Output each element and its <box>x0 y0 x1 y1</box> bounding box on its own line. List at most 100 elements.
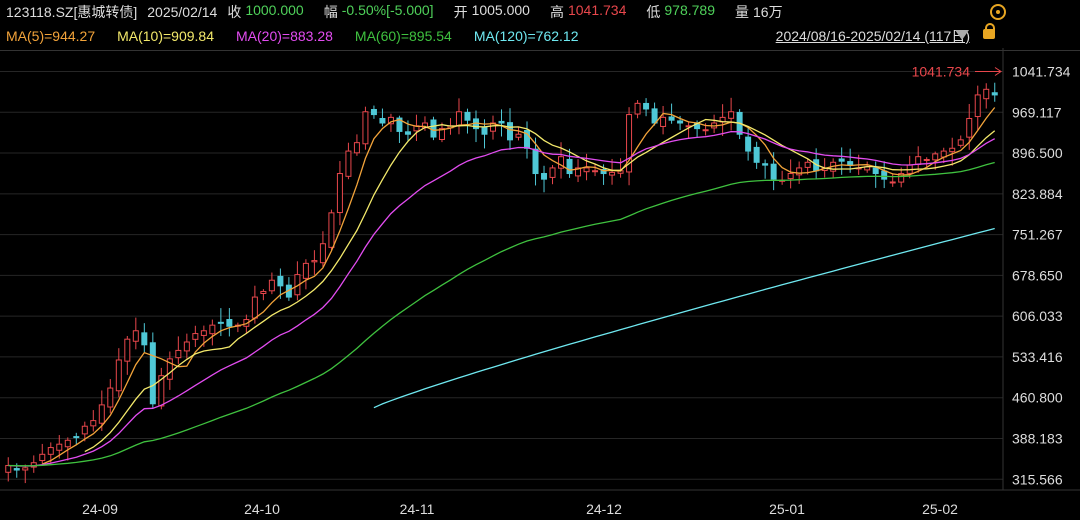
candle-body <box>302 262 309 279</box>
candle-body <box>583 167 590 173</box>
candle-body <box>787 173 794 180</box>
y-tick-label: 388.183 <box>1012 430 1063 446</box>
y-tick-label: 678.650 <box>1012 267 1063 283</box>
candle-body <box>558 156 565 169</box>
candle-body <box>438 128 445 141</box>
candle-body <box>983 88 990 100</box>
candle-body <box>39 453 46 462</box>
open-key: 开 <box>453 4 468 20</box>
candle-body <box>311 260 318 263</box>
candle-body <box>353 142 360 154</box>
candle-body <box>872 167 879 175</box>
candle-body <box>677 120 684 124</box>
candle-body <box>575 167 582 177</box>
candlestick-chart[interactable]: 1041.734 969.117 896.500 823.884 751.267 678.… <box>0 48 1080 520</box>
ma10-line <box>84 118 996 453</box>
candle-body <box>915 156 922 165</box>
ma120-line <box>373 227 995 409</box>
candle-body <box>107 387 114 408</box>
candle-body <box>923 159 930 161</box>
candle-body <box>626 114 633 173</box>
volume-key: 量 <box>735 4 749 20</box>
change-key: 幅 <box>323 4 338 20</box>
ma60-line <box>8 161 995 467</box>
lock-icon[interactable] <box>983 23 995 39</box>
candle-body <box>532 148 539 175</box>
ma60-label: MA(60)=895.54 <box>354 28 452 44</box>
y-tick-label: 896.500 <box>1012 145 1063 161</box>
candle-body <box>226 319 233 327</box>
candle-body <box>515 133 522 138</box>
candle-body <box>651 108 658 124</box>
ma120-label: MA(120)=762.12 <box>473 28 579 44</box>
candle-body <box>770 163 777 180</box>
candle-body <box>728 111 735 119</box>
high-key: 高 <box>549 4 564 20</box>
candle-body <box>498 120 505 124</box>
y-tick-label: 315.566 <box>1012 471 1063 487</box>
candle-body <box>847 161 854 166</box>
candle-body <box>370 108 377 116</box>
candle-body <box>115 359 122 392</box>
ma20-line <box>8 130 996 467</box>
candle-body <box>328 212 335 248</box>
candle-body <box>47 447 54 455</box>
header-divider <box>0 50 1080 51</box>
candle-body <box>379 118 386 124</box>
x-tick-label: 24-12 <box>586 501 622 517</box>
candle-body <box>268 279 275 292</box>
candle-body <box>98 404 105 424</box>
volume-value: 16万 <box>753 4 783 20</box>
low-value: 978.789 <box>664 2 715 18</box>
close-value: 1000.000 <box>245 2 304 18</box>
candle-body <box>404 131 411 135</box>
ma10-label: MA(10)=909.84 <box>117 28 215 44</box>
candle-body <box>634 102 641 115</box>
candle-body <box>966 118 973 138</box>
candle-body <box>566 158 573 175</box>
high-marker: 1041.734 <box>912 63 1002 79</box>
high-value: 1041.734 <box>567 2 627 18</box>
candle-body <box>932 153 939 161</box>
candle-body <box>362 111 369 145</box>
change-value: -0.50%[-5.000] <box>341 2 434 18</box>
candle-body <box>592 170 599 173</box>
y-tick-label: 460.800 <box>1012 390 1063 406</box>
candle-body <box>600 168 607 175</box>
ma-legend: MA(5)=944.27 MA(10)=909.84 MA(20)=883.28… <box>6 26 601 46</box>
candle-body <box>549 167 556 178</box>
candle-body <box>217 321 224 324</box>
candle-body <box>898 173 905 183</box>
candle-body <box>149 342 156 405</box>
y-tick-label: 969.117 <box>1012 104 1062 120</box>
symbol-label: 123118.SZ[惠城转债] <box>6 4 138 20</box>
candle-body <box>507 122 514 141</box>
candle-body <box>183 341 190 352</box>
gear-icon[interactable] <box>990 4 1006 20</box>
candle-body <box>345 150 352 177</box>
candle-body <box>957 139 964 146</box>
grid <box>0 48 1080 491</box>
candle-body <box>22 467 29 471</box>
candle-body <box>702 129 709 132</box>
candle-body <box>660 116 667 127</box>
candle-body <box>745 136 752 152</box>
candle-body <box>889 181 896 184</box>
ma5-label: MA(5)=944.27 <box>6 28 96 44</box>
x-tick-label: 24-09 <box>82 501 118 517</box>
moving-averages <box>8 107 996 467</box>
date-range-selector[interactable]: 2024/08/16-2025/02/14 (117日) <box>775 28 970 44</box>
ma20-label: MA(20)=883.28 <box>236 28 333 44</box>
x-tick-label: 24-11 <box>400 501 435 517</box>
candle-body <box>455 111 462 126</box>
triangle-down-icon[interactable] <box>955 30 969 40</box>
candle-body <box>881 170 888 180</box>
candle-body <box>141 332 148 346</box>
arrow-head <box>994 67 1002 76</box>
open-value: 1005.000 <box>471 2 530 18</box>
y-tick-label: 1041.734 <box>1012 63 1071 79</box>
candle-body <box>260 290 267 294</box>
candle-body <box>251 296 258 319</box>
close-key: 收 <box>227 4 242 20</box>
candle-body <box>396 117 403 132</box>
